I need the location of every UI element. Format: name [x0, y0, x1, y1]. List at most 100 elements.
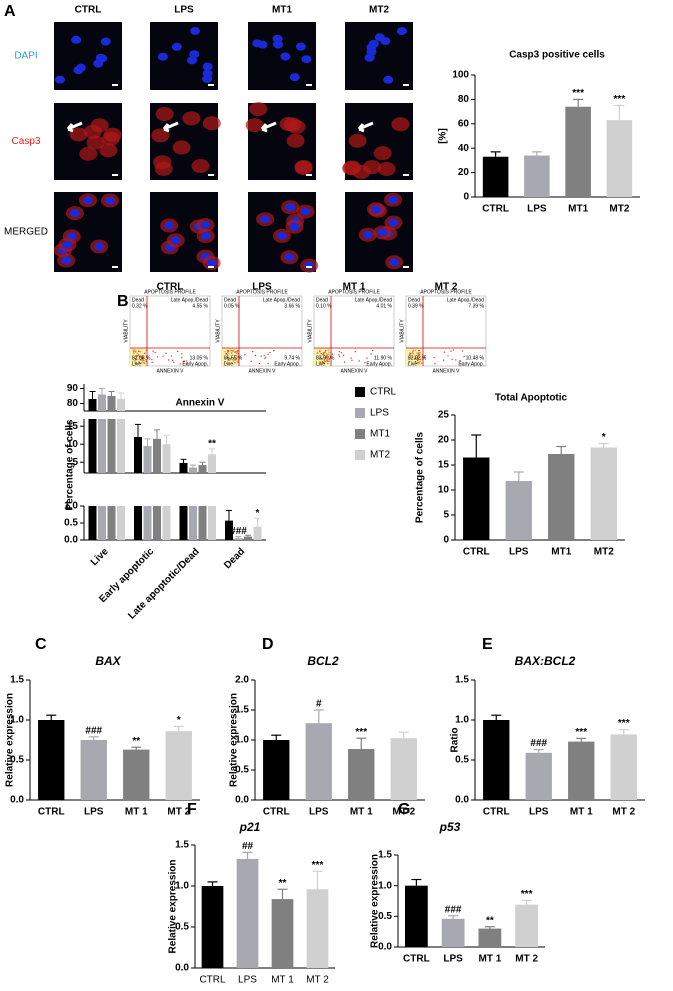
nucleus — [289, 73, 300, 82]
event — [325, 361, 327, 363]
flow-title: CTRL — [157, 282, 184, 293]
nucleus — [75, 63, 86, 72]
nucleus — [276, 231, 287, 240]
bar — [189, 506, 197, 540]
quadrant-value: 4.55 % — [192, 303, 208, 309]
event — [460, 363, 462, 365]
y-tick-label: 0.0 — [10, 795, 24, 806]
bar — [463, 457, 490, 540]
bar — [153, 506, 161, 540]
event — [141, 358, 144, 360]
event — [447, 355, 449, 357]
nucleus — [362, 230, 373, 239]
event — [412, 349, 414, 352]
event — [235, 350, 237, 353]
y-tick-label: 1.0 — [64, 501, 78, 512]
y-tick-label: 1.0 — [175, 881, 189, 892]
panel-letter: C — [35, 636, 47, 653]
event — [325, 355, 327, 357]
cell-stain — [245, 118, 264, 133]
bar — [88, 506, 97, 540]
event — [319, 349, 321, 352]
scale-bar — [403, 84, 409, 86]
cell-stain — [373, 146, 392, 161]
bar — [515, 904, 539, 947]
bar — [348, 749, 375, 800]
quadrant-name: Live — [132, 361, 141, 367]
significance: ** — [208, 439, 216, 450]
event — [409, 354, 411, 356]
y-tick-label: 1.0 — [10, 715, 24, 726]
event — [418, 353, 421, 355]
event — [414, 349, 416, 352]
significance: * — [602, 432, 606, 443]
event — [244, 354, 246, 356]
x-tick-label: LPS — [509, 547, 529, 558]
nucleus — [383, 75, 394, 84]
y-axis-label: Relative expression — [370, 854, 381, 948]
bar — [117, 506, 125, 540]
event — [250, 360, 252, 363]
nucleus — [69, 209, 80, 218]
quadrant-name: Late Apop./Dead — [171, 297, 208, 303]
bar — [107, 506, 116, 540]
event — [232, 360, 234, 362]
x-tick-label: CTRL — [263, 807, 290, 818]
cell-stain — [155, 107, 174, 122]
event — [227, 359, 230, 361]
x-tick-label: CTRL — [483, 807, 510, 818]
event — [420, 358, 422, 360]
cell-stain — [86, 135, 105, 150]
event — [227, 357, 229, 359]
bar — [162, 444, 171, 473]
scale-bar — [208, 266, 214, 268]
flow-ylabel: VIABILITY — [215, 319, 221, 343]
event — [133, 360, 135, 362]
nucleus — [61, 256, 72, 265]
y-tick-label: 40 — [458, 143, 470, 154]
bar — [117, 419, 125, 473]
nucleus — [105, 196, 116, 205]
arrow — [66, 121, 83, 133]
event — [151, 358, 153, 361]
event — [185, 360, 188, 362]
panel-letter: B — [117, 293, 129, 310]
event — [450, 350, 452, 352]
bar — [80, 740, 107, 800]
event — [319, 361, 322, 364]
event — [138, 350, 140, 352]
event — [452, 349, 454, 351]
event — [234, 359, 236, 361]
quadrant-name: Live — [408, 361, 417, 367]
event — [234, 351, 236, 353]
significance: *** — [614, 94, 626, 105]
event — [237, 361, 239, 363]
x-tick-label: LPS — [309, 807, 329, 818]
event — [226, 352, 229, 354]
event — [142, 357, 145, 360]
event — [140, 362, 143, 364]
event — [182, 360, 185, 363]
event — [179, 363, 182, 365]
scale-bar — [306, 84, 312, 86]
nucleus — [71, 35, 82, 44]
significance: ### — [530, 738, 547, 749]
x-tick-label: MT 1 — [570, 807, 593, 818]
event — [338, 351, 340, 353]
legend-swatch — [355, 387, 365, 397]
event — [414, 360, 417, 363]
cell-stain — [151, 128, 170, 143]
bar — [107, 419, 116, 473]
event — [358, 360, 360, 362]
x-tick-label: MT1 — [568, 204, 588, 215]
cell-stain — [286, 133, 305, 148]
cell-stain — [249, 102, 268, 117]
event — [265, 356, 267, 358]
y-tick-label: 0.5 — [378, 911, 392, 922]
quadrant-name: Live — [316, 361, 325, 367]
nucleus — [55, 75, 66, 84]
row-label: DAPI — [14, 51, 37, 62]
event — [443, 351, 446, 353]
cell-stain — [391, 117, 410, 132]
nucleus — [252, 39, 263, 48]
